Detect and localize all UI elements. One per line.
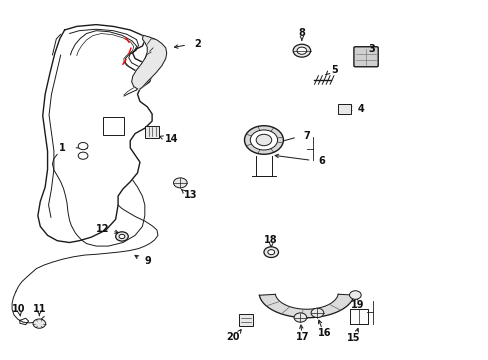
Text: 4: 4	[357, 104, 364, 113]
Circle shape	[293, 313, 306, 322]
Circle shape	[267, 249, 274, 255]
FancyBboxPatch shape	[353, 47, 377, 67]
Text: 7: 7	[303, 131, 310, 141]
FancyBboxPatch shape	[338, 104, 350, 113]
FancyBboxPatch shape	[145, 126, 159, 138]
Circle shape	[292, 44, 310, 57]
Text: 20: 20	[226, 332, 240, 342]
Text: 1: 1	[59, 143, 66, 153]
Text: 12: 12	[96, 224, 109, 234]
Text: 19: 19	[350, 300, 364, 310]
Circle shape	[349, 291, 361, 299]
Text: 17: 17	[296, 332, 309, 342]
Text: 11: 11	[33, 303, 46, 314]
Polygon shape	[259, 294, 353, 318]
Text: 2: 2	[194, 39, 201, 49]
Text: 18: 18	[264, 235, 278, 245]
Text: 9: 9	[144, 256, 151, 266]
Circle shape	[78, 152, 88, 159]
Circle shape	[173, 178, 187, 188]
Circle shape	[250, 130, 277, 150]
Circle shape	[256, 134, 271, 146]
Text: 14: 14	[164, 134, 178, 144]
Text: 3: 3	[367, 44, 374, 54]
Text: 15: 15	[346, 333, 360, 343]
Text: 5: 5	[331, 64, 338, 75]
Circle shape	[33, 319, 45, 328]
Circle shape	[244, 126, 283, 154]
Circle shape	[264, 247, 278, 257]
FancyBboxPatch shape	[238, 314, 252, 327]
Text: 13: 13	[183, 190, 197, 200]
Circle shape	[116, 232, 128, 241]
Circle shape	[296, 47, 306, 54]
Text: 6: 6	[318, 156, 325, 166]
Circle shape	[78, 143, 88, 150]
Text: 10: 10	[12, 303, 25, 314]
FancyBboxPatch shape	[102, 117, 124, 135]
Circle shape	[119, 234, 124, 239]
Polygon shape	[131, 35, 166, 89]
Text: 8: 8	[298, 28, 305, 38]
Circle shape	[310, 308, 323, 318]
Text: 16: 16	[318, 328, 331, 338]
